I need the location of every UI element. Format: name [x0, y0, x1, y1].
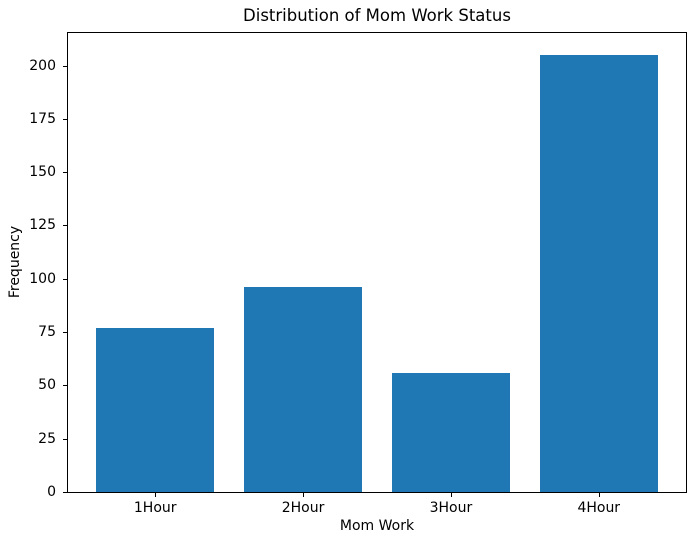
x-axis-label: Mom Work — [339, 518, 415, 534]
bar-1Hour — [96, 327, 215, 492]
y-tick-mark — [63, 438, 67, 440]
x-tick-mark — [303, 493, 305, 497]
chart-title: Distribution of Mom Work Status — [243, 6, 511, 25]
y-tick-mark — [63, 332, 67, 334]
y-tick-label: 125 — [29, 217, 56, 234]
y-tick-label: 25 — [38, 430, 56, 447]
y-tick-label: 150 — [29, 164, 56, 181]
x-tick-label: 2Hour — [281, 500, 325, 516]
y-tick-mark — [63, 225, 67, 227]
y-tick-label: 0 — [47, 484, 56, 500]
x-tick-label: 3Hour — [429, 500, 473, 516]
bar-4Hour — [539, 54, 658, 492]
y-axis-label-text: Frequency — [7, 225, 23, 299]
x-tick-label: 1Hour — [133, 500, 177, 516]
x-tick-mark — [450, 493, 452, 497]
bar-3Hour — [391, 372, 511, 492]
y-tick-mark — [63, 65, 67, 67]
y-tick-label: 175 — [29, 110, 56, 127]
y-tick-label: 50 — [38, 377, 56, 394]
y-tick-mark — [63, 172, 67, 174]
bar-2Hour — [243, 287, 363, 492]
y-tick-mark — [63, 492, 67, 493]
y-tick-mark — [63, 118, 67, 120]
y-tick-label: 75 — [38, 324, 56, 341]
x-tick-label: 4Hour — [577, 500, 621, 516]
y-tick-mark — [63, 278, 67, 280]
y-tick-mark — [63, 385, 67, 387]
plot-area — [67, 32, 687, 493]
y-tick-label: 200 — [29, 57, 56, 74]
x-tick-mark — [155, 493, 157, 497]
y-tick-label: 100 — [29, 270, 56, 287]
x-tick-mark — [598, 493, 600, 497]
